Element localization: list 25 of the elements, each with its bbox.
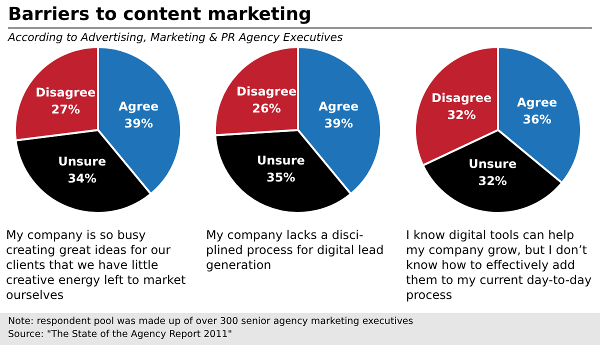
data-label: 36%	[522, 112, 552, 127]
data-label: 35%	[266, 170, 296, 185]
slice-label: Unsure	[58, 154, 106, 168]
data-label: 27%	[51, 102, 80, 117]
chart-subtitle: According to Advertising, Marketing & PR Agency Executives	[8, 31, 343, 44]
slice-label: Agree	[517, 96, 558, 110]
text: My company lacks a disci-plined process for digital lead generation	[206, 228, 385, 273]
chart-title: Barriers to content marketing	[8, 4, 592, 29]
text: I know digital tools can help my company grow, but I don’t know how to effectively add them to my current day-to-day process	[406, 228, 592, 303]
data-label: 39%	[324, 116, 353, 131]
slice-label: Agree	[118, 100, 159, 114]
data-label: 39%	[124, 116, 153, 131]
slice-label: Disagree	[432, 91, 492, 105]
data-label: 34%	[68, 171, 96, 186]
data-label: 32%	[478, 174, 507, 188]
slice-label: Disagree	[236, 84, 297, 99]
slice-label: Disagree	[36, 86, 96, 100]
data-label: 32%	[447, 108, 476, 122]
slice-label: Unsure	[256, 154, 305, 168]
slice-label: Agree	[318, 100, 359, 114]
slice-label: Unsure	[468, 156, 517, 171]
data-label: 26%	[252, 102, 281, 116]
text: Note: respondent pool was made up of over 300 senior agency marketing executives	[8, 315, 414, 328]
source-note: Source: "The State of the Agency Report 2011"	[8, 328, 234, 341]
text: My company is so busy creating great ideas for our clients that we have little creative energy left to market ourselves	[6, 228, 187, 303]
